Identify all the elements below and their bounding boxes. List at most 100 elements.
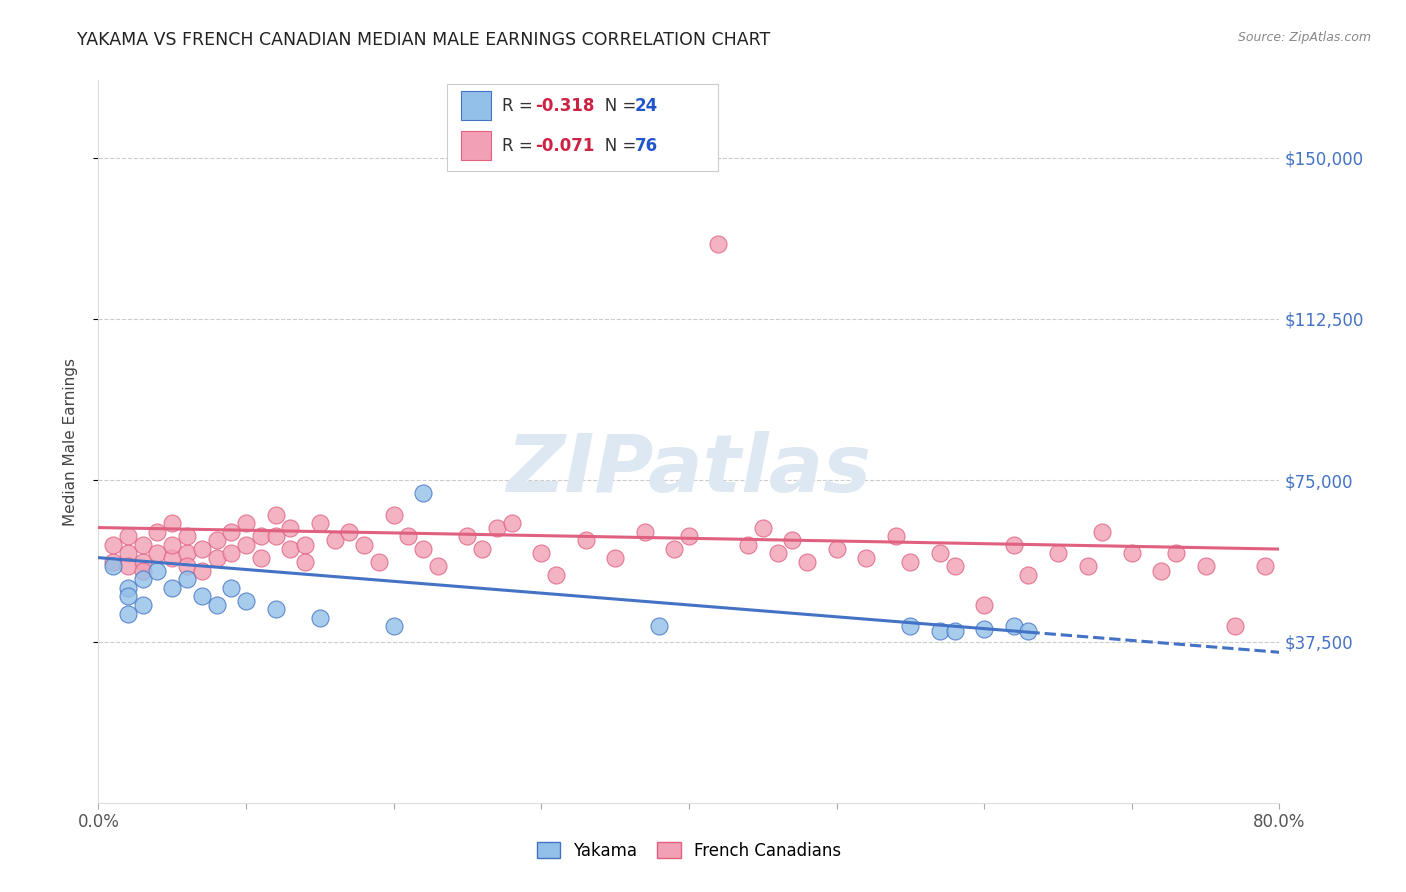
Point (191, 564, 214, 578)
Point (427, 559, 450, 574)
Point (1254, 559, 1277, 574)
Point (132, 564, 155, 578)
Point (103, 555, 125, 569)
Point (146, 546, 169, 560)
Text: 76: 76 (634, 136, 658, 154)
Point (412, 486, 434, 500)
Point (162, 516, 183, 531)
Legend: Yakama, French Canadians: Yakama, French Canadians (530, 836, 848, 867)
Point (339, 524, 361, 539)
Point (664, 542, 686, 557)
Point (766, 546, 789, 560)
Point (205, 598, 228, 612)
Point (575, 533, 598, 548)
Point (855, 550, 877, 565)
Point (782, 533, 804, 548)
Point (929, 624, 952, 638)
Point (205, 533, 228, 548)
Point (117, 559, 139, 574)
Point (117, 607, 139, 621)
Point (221, 546, 243, 560)
Point (1091, 524, 1114, 539)
Point (117, 590, 139, 604)
Point (1018, 567, 1040, 582)
Point (176, 572, 198, 586)
Point (264, 529, 287, 543)
Point (530, 546, 553, 560)
Point (250, 550, 273, 565)
Text: ZIPatlas: ZIPatlas (506, 432, 872, 509)
Text: -0.318: -0.318 (536, 97, 595, 115)
Point (264, 508, 287, 522)
Point (412, 542, 434, 557)
Point (752, 520, 775, 534)
FancyBboxPatch shape (447, 84, 718, 170)
Text: R =: R = (502, 136, 538, 154)
Point (191, 590, 214, 604)
Point (162, 550, 183, 565)
Point (973, 622, 995, 636)
Point (250, 529, 273, 543)
Point (368, 555, 391, 569)
Point (707, 236, 730, 251)
Point (117, 581, 139, 595)
Point (943, 624, 966, 638)
Point (264, 602, 287, 616)
Point (1166, 546, 1188, 560)
Point (205, 550, 228, 565)
Point (1121, 546, 1143, 560)
Point (146, 564, 169, 578)
Text: N =: N = (589, 97, 641, 115)
Point (1225, 619, 1247, 633)
Point (929, 546, 952, 560)
Point (678, 529, 700, 543)
Point (162, 581, 183, 595)
Point (1002, 619, 1025, 633)
Point (884, 529, 907, 543)
Point (176, 529, 198, 543)
Text: -0.071: -0.071 (536, 136, 595, 154)
Text: N =: N = (589, 136, 641, 154)
Point (132, 598, 155, 612)
Point (648, 619, 671, 633)
Point (486, 520, 509, 534)
Point (221, 524, 243, 539)
Point (900, 555, 922, 569)
Point (501, 516, 523, 531)
Point (323, 533, 346, 548)
Point (973, 598, 995, 612)
Point (294, 555, 316, 569)
Point (280, 520, 302, 534)
Point (221, 581, 243, 595)
Point (117, 546, 139, 560)
Point (382, 508, 405, 522)
Point (235, 593, 257, 607)
Point (117, 529, 139, 543)
FancyBboxPatch shape (461, 91, 491, 120)
Point (132, 572, 155, 586)
Point (235, 516, 257, 531)
Point (1150, 564, 1173, 578)
Y-axis label: Median Male Earnings: Median Male Earnings (63, 358, 77, 525)
Point (605, 550, 627, 565)
Point (162, 538, 183, 552)
FancyBboxPatch shape (461, 131, 491, 161)
Point (943, 559, 966, 574)
Point (900, 619, 922, 633)
Point (737, 538, 759, 552)
Point (294, 538, 316, 552)
Text: 24: 24 (634, 97, 658, 115)
Point (1077, 559, 1099, 574)
Point (176, 559, 198, 574)
Point (1195, 559, 1218, 574)
Point (309, 611, 332, 625)
Text: R =: R = (502, 97, 538, 115)
Point (457, 529, 479, 543)
Text: YAKAMA VS FRENCH CANADIAN MEDIAN MALE EARNINGS CORRELATION CHART: YAKAMA VS FRENCH CANADIAN MEDIAN MALE EA… (77, 31, 770, 49)
Point (1002, 538, 1025, 552)
Point (825, 542, 848, 557)
Point (1046, 546, 1070, 560)
Point (146, 524, 169, 539)
Point (1018, 624, 1040, 638)
Point (103, 559, 125, 574)
